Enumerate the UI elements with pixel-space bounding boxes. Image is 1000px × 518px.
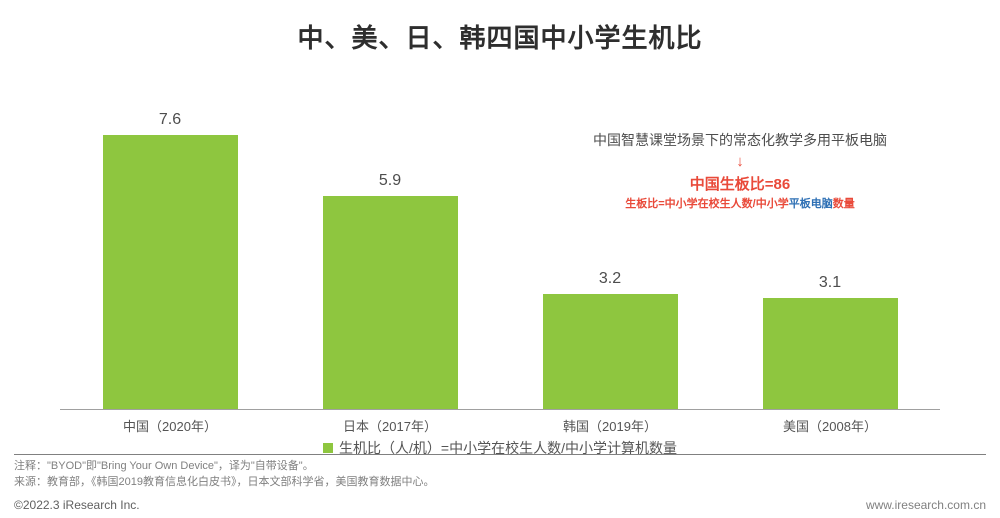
category-label: 美国（2008年） bbox=[720, 416, 940, 435]
chart-title: 中、美、日、韩四国中小学生机比 bbox=[0, 18, 1000, 55]
bar bbox=[763, 298, 898, 410]
category-label: 韩国（2019年） bbox=[500, 416, 720, 435]
bar-value-label: 5.9 bbox=[280, 172, 500, 190]
annotation-formula: 生板比=中小学在校生人数/中小学平板电脑数量 bbox=[540, 196, 940, 213]
annotation-highlight: 中国生板比=86 bbox=[540, 174, 940, 197]
annotation-formula-blue: 平板电脑 bbox=[789, 198, 833, 210]
annotation-line1: 中国智慧课堂场景下的常态化教学多用平板电脑 bbox=[540, 130, 940, 151]
annotation-formula-pre: 生板比=中小学在校生人数/中小学 bbox=[625, 198, 788, 210]
legend-swatch bbox=[323, 443, 333, 453]
bar bbox=[543, 294, 678, 410]
footer-divider bbox=[14, 454, 986, 455]
bar-value-label: 7.6 bbox=[60, 111, 280, 129]
category-label: 日本（2017年） bbox=[280, 416, 500, 435]
category-label: 中国（2020年） bbox=[60, 416, 280, 435]
bar-value-label: 3.2 bbox=[500, 270, 720, 288]
footer-source: 来源：教育部，《韩国2019教育信息化白皮书》，日本文部科学省，美国教育数据中心… bbox=[14, 475, 986, 490]
copyright: ©2022.3 iResearch Inc. bbox=[14, 498, 140, 512]
footer-note: 注释："BYOD"即"Bring Your Own Device"，译为"自带设… bbox=[14, 459, 986, 474]
footer-notes: 注释："BYOD"即"Bring Your Own Device"，译为"自带设… bbox=[14, 454, 986, 490]
bar-value-label: 3.1 bbox=[720, 274, 940, 292]
site-url: www.iresearch.com.cn bbox=[866, 498, 986, 512]
annotation-arrow-icon: ↓ bbox=[540, 151, 940, 174]
x-axis bbox=[60, 409, 940, 410]
bar bbox=[103, 135, 238, 411]
bar bbox=[323, 196, 458, 410]
annotation-callout: 中国智慧课堂场景下的常态化教学多用平板电脑 ↓ 中国生板比=86 生板比=中小学… bbox=[540, 130, 940, 213]
annotation-formula-post: 数量 bbox=[833, 198, 855, 210]
